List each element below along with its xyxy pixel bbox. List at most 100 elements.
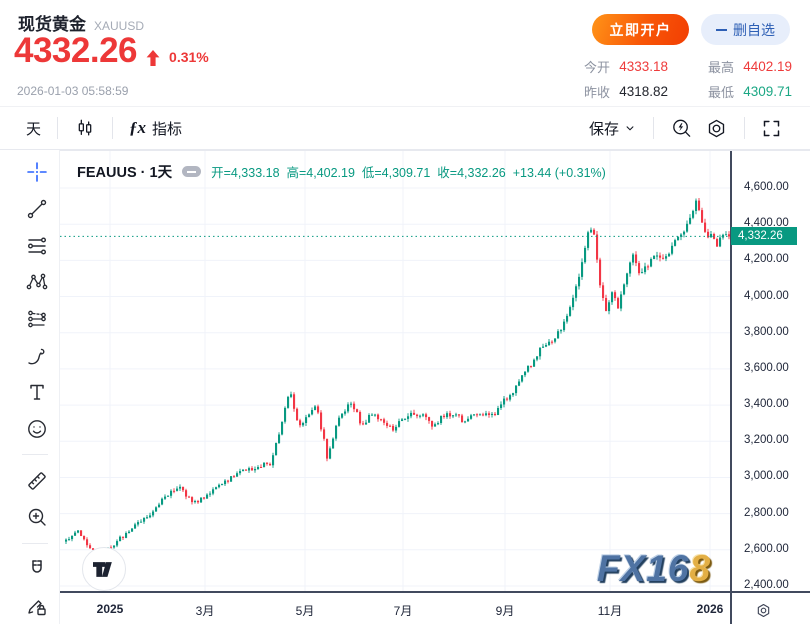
- quote-timestamp: 2026-01-03 05:58:59: [17, 84, 129, 98]
- zoom-in-tool-button[interactable]: [22, 499, 52, 536]
- xabcd-pattern-tool-icon: [26, 273, 48, 290]
- time-axis-label: 3月: [195, 604, 215, 618]
- collapse-legend-button[interactable]: [182, 166, 202, 177]
- fx168-watermark: FX168: [597, 550, 711, 588]
- emoji-tool-button[interactable]: [22, 411, 52, 448]
- xabcd-pattern-tool-button[interactable]: [22, 264, 52, 301]
- crosshair-tool-icon: [27, 162, 47, 183]
- time-axis-label: 2026: [696, 602, 724, 616]
- toolbar-right: 保存: [583, 107, 788, 149]
- price-axis-label: 2,400.00: [744, 579, 789, 591]
- toolbar-divider: [57, 117, 59, 139]
- last-price: 4332.26: [14, 31, 138, 70]
- price-axis-label: 3,400.00: [744, 398, 789, 411]
- change-percent: 0.31%: [169, 49, 209, 65]
- remove-watchlist-button[interactable]: 删自选: [701, 14, 790, 45]
- stats-row: 昨收 4318.82 最低 4309.71: [584, 82, 792, 101]
- stat-label: 最低: [708, 85, 735, 100]
- drawing-lock-tool-button[interactable]: [22, 587, 52, 624]
- ruler-tool-button[interactable]: [22, 462, 52, 499]
- save-label: 保存: [588, 120, 619, 138]
- axis-settings-button[interactable]: [752, 599, 774, 621]
- price-up-arrow-icon: [146, 50, 160, 66]
- tradingview-icon: [92, 561, 112, 577]
- price-axis-label: 4,200.00: [744, 253, 789, 266]
- brush-tool-icon: [28, 348, 45, 365]
- time-axis-label: 9月: [495, 604, 515, 618]
- magnet-tool-icon: [32, 560, 42, 573]
- toolbar-divider: [653, 117, 654, 139]
- quote-header: 现货黄金 XAUUSD 4332.26 0.31% 2026-01-03 05:…: [0, 0, 810, 106]
- function-icon: ƒx: [129, 118, 147, 137]
- time-axis-label: 5月: [295, 604, 315, 618]
- price-axis-label: 3,000.00: [744, 470, 789, 483]
- price-axis-label: 4,400.00: [744, 217, 789, 230]
- watermark-text: FX16: [597, 548, 690, 589]
- text-tool-icon: [30, 385, 44, 401]
- chart-toolbar: 天 ƒx 指标 保存: [0, 106, 810, 150]
- brush-tool-button[interactable]: [22, 337, 52, 374]
- price-axis[interactable]: 4,600.00 4,400.00 4,200.00 4,000.00 3,800.00…: [732, 151, 810, 591]
- price-axis-label: 4,000.00: [744, 289, 789, 302]
- chevron-down-icon: [626, 126, 634, 131]
- instrument-title: 现货黄金 XAUUSD: [18, 10, 144, 35]
- drawing-toolbar: [0, 150, 60, 624]
- toolbar-divider: [112, 117, 114, 139]
- current-price-tag: 4,332.26: [731, 227, 797, 246]
- forecast-tool-icon: [28, 310, 46, 328]
- fib-retracement-tool-button[interactable]: [22, 227, 52, 264]
- stats-row: 今开 4333.18 最高 4402.19: [584, 57, 792, 76]
- crosshair-tool-button[interactable]: [22, 154, 52, 191]
- indicators-label: 指标: [152, 120, 183, 138]
- forecast-tool-button[interactable]: [22, 301, 52, 338]
- toolbar-left: 天 ƒx 指标: [0, 107, 188, 149]
- interval-label: 天: [26, 120, 42, 138]
- save-menu-button[interactable]: [623, 117, 643, 139]
- drawing-lock-tool-icon: [28, 599, 46, 615]
- price-row: 4332.26 0.31%: [14, 30, 209, 72]
- open-account-button[interactable]: 立即开户: [592, 14, 689, 45]
- chart-legend: FEAUUS · 1天 开=4,333.18 高=4,402.19 低=4,30…: [77, 161, 606, 182]
- settings-button[interactable]: [699, 113, 734, 144]
- instrument-symbol: XAUUSD: [94, 19, 145, 33]
- indicators-button[interactable]: ƒx 指标: [123, 114, 188, 143]
- price-axis-label: 2,800.00: [744, 506, 789, 519]
- save-button[interactable]: 保存: [583, 114, 625, 143]
- stat-label: 今开: [584, 60, 611, 75]
- text-tool-button[interactable]: [22, 374, 52, 411]
- chart-region: FEAUUS · 1天 开=4,333.18 高=4,402.19 低=4,30…: [60, 150, 810, 624]
- time-axis[interactable]: 2025 3月 5月 7月 9月 11月 2026: [60, 591, 810, 624]
- stat-label: 最高: [708, 60, 735, 75]
- gear-icon: [708, 119, 725, 137]
- series-title: FEAUUS · 1天: [77, 165, 173, 181]
- time-axis-label: 11月: [597, 604, 623, 618]
- fullscreen-button[interactable]: [755, 114, 788, 143]
- trendline-tool-icon: [27, 199, 47, 219]
- instrument-name: 现货黄金: [18, 15, 86, 34]
- fullscreen-icon: [763, 120, 780, 136]
- candles-icon: [78, 119, 92, 136]
- ohlc-values: 开=4,333.18 高=4,402.19 低=4,309.71 收=4,332…: [211, 166, 606, 180]
- trendline-tool-button[interactable]: [22, 191, 52, 228]
- price-axis-label: 3,200.00: [744, 434, 789, 447]
- toolbar-divider: [22, 542, 48, 544]
- tradingview-logo[interactable]: [82, 547, 126, 591]
- price-axis-border: [730, 151, 732, 624]
- price-axis-label: 3,800.00: [744, 325, 789, 338]
- stat-label: 昨收: [584, 85, 611, 100]
- quote-stats: 今开 4333.18 最高 4402.19 昨收 4318.82 最低 4309.71: [584, 57, 792, 101]
- magnet-tool-button[interactable]: [22, 551, 52, 588]
- zoom-in-tool-icon: [28, 509, 46, 527]
- chart-style-button[interactable]: [68, 113, 102, 143]
- price-axis-label: 2,600.00: [744, 542, 789, 555]
- stat-value: 4402.19: [743, 59, 792, 74]
- minus-icon: [716, 28, 727, 31]
- candlestick-chart[interactable]: [60, 151, 730, 591]
- interval-button[interactable]: 天: [20, 114, 47, 143]
- remove-watchlist-label: 删自选: [733, 21, 775, 38]
- axis-settings-icon: [757, 603, 769, 617]
- snapshot-icon: [673, 119, 691, 137]
- snapshot-button[interactable]: [664, 113, 699, 144]
- stat-value: 4318.82: [619, 84, 668, 99]
